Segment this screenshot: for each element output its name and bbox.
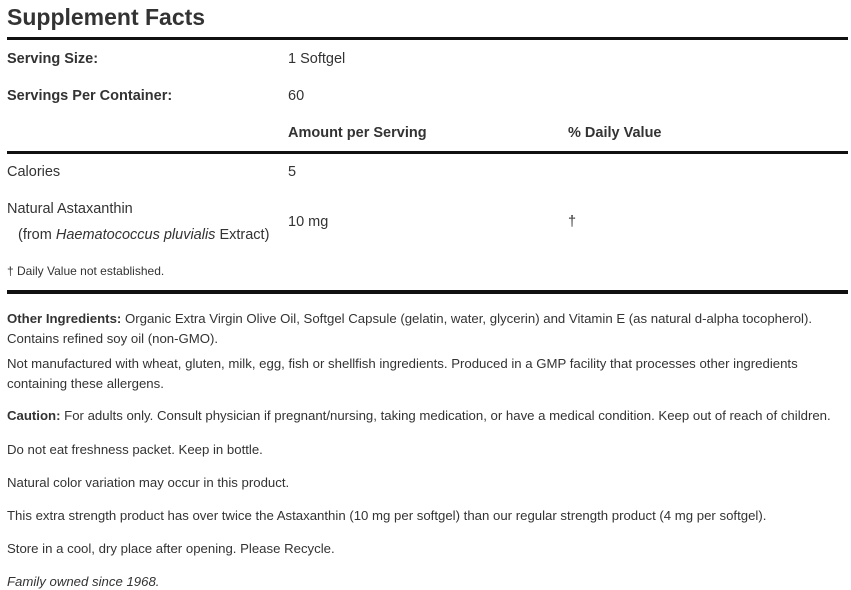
divider — [7, 151, 848, 154]
note: Store in a cool, dry place after opening… — [7, 541, 335, 556]
source-species: Haematococcus pluvialis — [55, 227, 216, 243]
other-ingredients-text: Organic Extra Virgin Olive Oil, Softgel … — [121, 311, 813, 326]
page-title: Supplement Facts — [7, 4, 206, 30]
amount-header: Amount per Serving — [288, 125, 427, 141]
note: Do not eat freshness packet. Keep in bot… — [7, 442, 263, 457]
nutrient-dv: † — [568, 214, 577, 230]
nutrient-amount: 5 — [288, 164, 297, 180]
note: Natural color variation may occur in thi… — [7, 475, 290, 490]
nutrient-amount: 10 mg — [288, 214, 329, 230]
caution-text: For adults only. Consult physician if pr… — [60, 408, 831, 423]
allergen-line1: Not manufactured with wheat, gluten, mil… — [7, 356, 798, 371]
source-prefix: (from — [18, 227, 56, 243]
servings-per-container-value: 60 — [288, 88, 305, 104]
serving-size-value: 1 Softgel — [288, 51, 346, 67]
footnote: † Daily Value not established. — [7, 264, 165, 278]
allergen-line2: containing these allergens. — [7, 376, 164, 391]
family-owned: Family owned since 1968. — [7, 574, 160, 589]
nutrient-source: (from Haematococcus pluvialis Extract) — [18, 227, 269, 243]
note: This extra strength product has over twi… — [7, 508, 767, 523]
source-suffix: Extract) — [215, 227, 270, 243]
daily-value-header: % Daily Value — [568, 125, 662, 141]
caution-label: Caution: — [7, 408, 61, 423]
servings-per-container-label: Servings Per Container: — [7, 88, 173, 104]
nutrient-name: Calories — [7, 164, 61, 180]
serving-size-label: Serving Size: — [7, 51, 99, 67]
divider — [7, 290, 848, 294]
nutrient-name: Natural Astaxanthin — [7, 201, 133, 217]
other-ingredients-label: Other Ingredients: — [7, 311, 122, 326]
divider — [7, 37, 848, 40]
other-ingredients: Other Ingredients: Organic Extra Virgin … — [7, 311, 812, 326]
caution: Caution: For adults only. Consult physic… — [7, 408, 831, 423]
other-ingredients-line2: Contains refined soy oil (non-GMO). — [7, 331, 219, 346]
